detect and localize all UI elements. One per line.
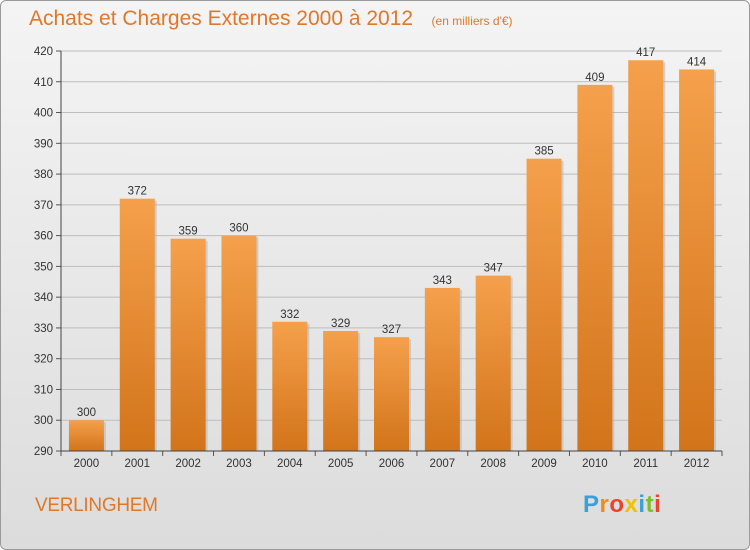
bar [577, 84, 613, 451]
y-tick-label: 350 [34, 261, 53, 273]
bar [323, 331, 359, 451]
bar-value-label: 329 [331, 318, 350, 330]
x-tick-label: 2004 [277, 458, 303, 470]
y-tick-label: 310 [34, 384, 53, 396]
y-tick-label: 400 [34, 108, 53, 120]
bar-value-label: 343 [433, 275, 452, 287]
y-tick-label: 290 [34, 446, 53, 458]
brand-letter: t [645, 491, 655, 518]
y-tick-label: 370 [34, 200, 53, 212]
y-tick-label: 420 [34, 46, 53, 58]
brand-letter: P [583, 491, 600, 518]
x-tick-label: 2012 [684, 458, 710, 470]
bar [424, 287, 460, 451]
bar-value-label: 347 [484, 263, 503, 275]
brand-logo: Proxiti [583, 491, 661, 519]
bar [628, 60, 664, 451]
x-tick-label: 2009 [531, 458, 557, 470]
bar [68, 420, 104, 451]
bar-value-label: 385 [534, 146, 553, 158]
bar-value-label: 359 [179, 226, 198, 238]
bar [526, 158, 562, 451]
x-tick-label: 2000 [74, 458, 100, 470]
y-tick-label: 390 [34, 138, 53, 150]
commune-name: VERLINGHEM [35, 495, 158, 516]
bar [170, 238, 206, 451]
y-tick-label: 410 [34, 77, 53, 89]
bar-value-label: 414 [687, 56, 707, 68]
bar [475, 275, 511, 451]
brand-letter: i [638, 491, 646, 518]
x-tick-label: 2008 [480, 458, 506, 470]
brand-letter: i [654, 491, 662, 518]
bar [679, 69, 715, 451]
brand-letter: x [624, 491, 639, 518]
y-tick-label: 330 [34, 323, 53, 335]
x-tick-label: 2007 [430, 458, 456, 470]
bar-value-label: 332 [280, 309, 299, 321]
bar [119, 198, 155, 451]
brand-letter: r [599, 491, 610, 518]
y-tick-label: 380 [34, 169, 53, 181]
chart-title: Achats et Charges Externes 2000 à 2012 [29, 7, 414, 30]
y-tick-label: 300 [34, 415, 53, 427]
y-tick-label: 320 [34, 354, 53, 366]
y-tick-label: 360 [34, 231, 53, 243]
x-tick-label: 2005 [328, 458, 354, 470]
y-tick-label: 340 [34, 292, 53, 304]
bar-value-label: 417 [636, 47, 655, 59]
bar-value-label: 409 [585, 72, 604, 84]
x-tick-label: 2010 [582, 458, 608, 470]
x-tick-label: 2006 [379, 458, 405, 470]
brand-letter: o [609, 491, 625, 518]
bar [272, 321, 308, 451]
x-tick-label: 2001 [124, 458, 150, 470]
bar-value-label: 327 [382, 324, 401, 336]
bar [374, 337, 409, 451]
x-tick-label: 2011 [633, 458, 658, 470]
bar [221, 235, 257, 451]
title-line: Achats et Charges Externes 2000 à 2012 (… [29, 7, 513, 31]
bar-value-label: 372 [128, 186, 147, 198]
chart-subtitle: (en milliers d'€) [431, 14, 513, 28]
x-tick-label: 2003 [226, 458, 252, 470]
bar-value-label: 360 [229, 223, 248, 235]
bar-value-label: 300 [77, 407, 96, 419]
x-tick-label: 2002 [175, 458, 201, 470]
